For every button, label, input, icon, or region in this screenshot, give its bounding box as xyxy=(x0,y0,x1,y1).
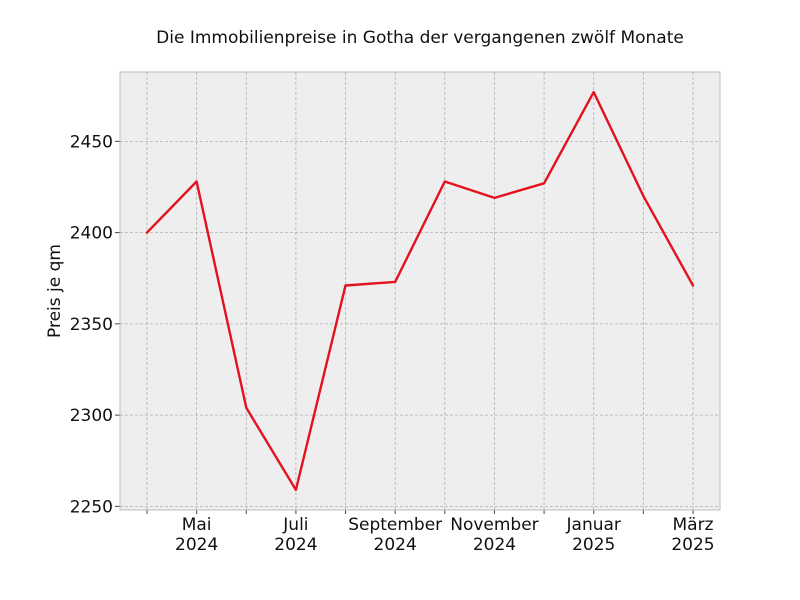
y-tick-label: 2400 xyxy=(70,224,113,244)
x-tick-label-month: November xyxy=(450,515,538,535)
y-tick-label: 2350 xyxy=(70,315,113,335)
plot-area xyxy=(120,72,720,510)
x-tick-label-month: Januar xyxy=(566,515,621,535)
x-tick-label-year: 2024 xyxy=(374,535,417,555)
x-tick-label-month: Juli xyxy=(282,515,308,535)
series-line xyxy=(145,90,695,492)
y-tick-label: 2450 xyxy=(70,132,113,152)
plot-frame xyxy=(119,71,721,511)
x-tick-label-year: 2025 xyxy=(572,535,615,555)
chart-title: Die Immobilienpreise in Gotha der vergan… xyxy=(156,28,684,48)
x-tick-label-month: März xyxy=(673,515,714,535)
x-tick-label-month: Mai xyxy=(182,515,212,535)
x-tick-label-year: 2024 xyxy=(473,535,516,555)
grid xyxy=(120,72,720,510)
x-axis: Mai2024Juli2024September2024November2024… xyxy=(146,510,715,555)
y-axis-label: Preis je qm xyxy=(45,244,65,338)
y-tick-label: 2250 xyxy=(70,497,113,517)
x-tick-label-year: 2024 xyxy=(274,535,317,555)
y-tick-label: 2300 xyxy=(70,406,113,426)
x-tick-label-year: 2025 xyxy=(671,535,714,555)
x-tick-label-year: 2024 xyxy=(175,535,218,555)
y-axis: 2250 2300 2350 2400 2450 xyxy=(70,132,120,517)
x-tick-label-month: September xyxy=(348,515,442,535)
